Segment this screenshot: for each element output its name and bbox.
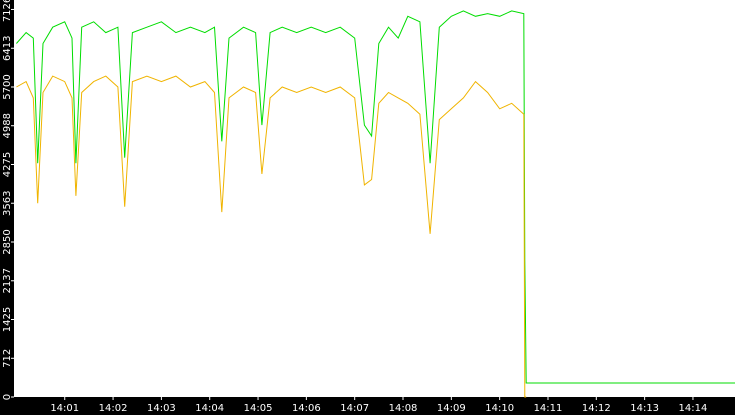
y-tick-label: 3563 [2,191,13,216]
x-tick-label: 14:04 [195,403,224,414]
y-tick-label: 0 [2,394,13,400]
y-tick-label: 5700 [2,74,13,99]
y-tick-label: 4275 [2,152,13,177]
y-tick-label: 2137 [2,268,13,293]
series-line [16,75,527,398]
y-tick-label: 1425 [2,307,13,332]
y-tick-label: 7126 [2,0,13,22]
y-tick-label: 6413 [2,36,13,61]
x-tick-label: 14:01 [50,403,79,414]
y-tick-label: 2850 [2,229,13,254]
x-tick-label: 14:14 [679,403,708,414]
x-tick-label: 14:10 [485,403,514,414]
x-tick-label: 14:08 [389,403,418,414]
x-tick-label: 14:02 [99,403,128,414]
x-tick-label: 14:12 [582,403,611,414]
x-tick-label: 14:03 [147,403,176,414]
series-line [16,10,735,384]
y-tick-label: 712 [2,349,13,368]
x-tick-label: 14:06 [292,403,321,414]
y-tick-label: 4988 [2,113,13,138]
x-tick-label: 14:11 [534,403,563,414]
x-tick-label: 14:07 [340,403,369,414]
x-tick-label: 14:13 [630,403,659,414]
plot-area [14,0,735,397]
x-tick-label: 14:09 [437,403,466,414]
x-tick-label: 14:05 [244,403,273,414]
